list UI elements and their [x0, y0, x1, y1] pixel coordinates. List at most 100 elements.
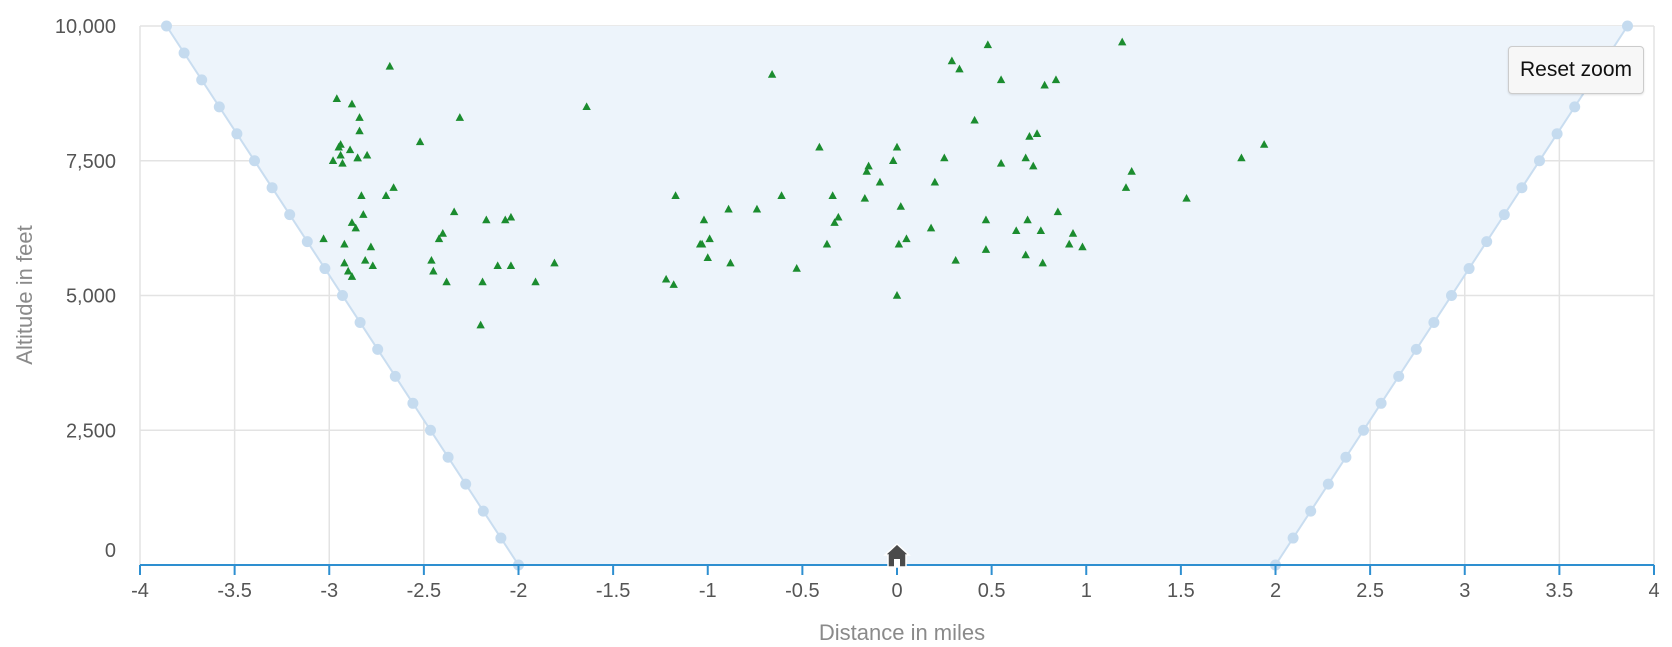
data-points[interactable]: [319, 37, 1269, 329]
data-point[interactable]: [434, 234, 444, 243]
data-point[interactable]: [697, 239, 707, 248]
data-point[interactable]: [347, 272, 357, 280]
data-point[interactable]: [1182, 193, 1191, 202]
data-point[interactable]: [996, 158, 1006, 167]
data-point[interactable]: [343, 266, 353, 275]
data-point[interactable]: [671, 191, 680, 199]
data-point[interactable]: [724, 204, 733, 213]
data-point[interactable]: [319, 234, 328, 243]
data-point[interactable]: [1032, 129, 1042, 137]
data-point[interactable]: [970, 115, 979, 124]
data-point[interactable]: [981, 245, 991, 253]
data-point[interactable]: [752, 204, 762, 213]
data-point[interactable]: [438, 229, 447, 237]
data-point[interactable]: [389, 183, 398, 191]
data-point[interactable]: [705, 234, 714, 243]
data-point[interactable]: [955, 64, 964, 73]
data-point[interactable]: [862, 167, 871, 175]
data-point[interactable]: [822, 239, 832, 248]
data-point[interactable]: [892, 291, 902, 299]
data-point[interactable]: [1040, 80, 1049, 89]
data-point[interactable]: [777, 191, 786, 199]
data-point[interactable]: [1029, 161, 1038, 170]
data-point[interactable]: [493, 261, 502, 270]
data-point[interactable]: [1038, 258, 1047, 267]
data-point[interactable]: [1051, 75, 1061, 84]
data-point[interactable]: [981, 215, 991, 224]
data-point[interactable]: [347, 99, 357, 108]
data-point[interactable]: [482, 215, 491, 224]
data-point[interactable]: [332, 94, 342, 102]
data-point[interactable]: [875, 177, 885, 186]
data-point[interactable]: [366, 242, 376, 251]
data-point[interactable]: [478, 277, 487, 286]
data-point[interactable]: [427, 255, 436, 264]
data-point[interactable]: [385, 61, 395, 70]
data-point[interactable]: [1021, 250, 1030, 259]
data-point[interactable]: [359, 210, 368, 218]
data-point[interactable]: [767, 70, 777, 78]
data-point[interactable]: [415, 137, 425, 146]
data-point[interactable]: [726, 258, 735, 267]
data-point[interactable]: [449, 207, 459, 216]
data-point[interactable]: [476, 320, 485, 329]
data-point[interactable]: [1068, 229, 1078, 237]
data-point[interactable]: [830, 218, 839, 226]
data-point[interactable]: [355, 113, 364, 121]
data-point[interactable]: [860, 193, 870, 202]
data-point[interactable]: [345, 145, 355, 154]
data-point[interactable]: [1053, 207, 1063, 216]
data-point[interactable]: [1118, 37, 1127, 46]
data-point[interactable]: [1023, 215, 1032, 224]
data-point[interactable]: [894, 239, 904, 248]
data-point[interactable]: [355, 126, 364, 135]
data-point[interactable]: [353, 153, 362, 162]
data-point[interactable]: [455, 113, 465, 121]
data-point[interactable]: [703, 253, 712, 261]
data-point[interactable]: [1078, 242, 1087, 251]
data-point[interactable]: [889, 156, 898, 164]
data-point[interactable]: [340, 258, 349, 267]
data-point[interactable]: [828, 191, 837, 199]
data-point[interactable]: [338, 158, 347, 167]
data-point[interactable]: [381, 191, 391, 199]
data-point[interactable]: [531, 277, 540, 286]
data-point[interactable]: [940, 153, 949, 162]
data-point[interactable]: [1121, 183, 1131, 191]
data-point[interactable]: [815, 142, 824, 151]
data-point[interactable]: [328, 156, 338, 164]
data-point[interactable]: [442, 277, 451, 286]
data-point[interactable]: [506, 261, 516, 270]
data-point[interactable]: [1021, 153, 1030, 162]
data-point[interactable]: [896, 202, 905, 210]
data-point[interactable]: [582, 102, 591, 111]
data-point[interactable]: [661, 274, 671, 283]
data-point[interactable]: [996, 75, 1006, 84]
data-point[interactable]: [340, 239, 349, 248]
data-point[interactable]: [361, 255, 370, 264]
data-point[interactable]: [983, 40, 993, 49]
data-point[interactable]: [930, 177, 940, 186]
data-point[interactable]: [669, 280, 678, 288]
data-point[interactable]: [1127, 167, 1136, 175]
data-point[interactable]: [351, 223, 360, 232]
data-point[interactable]: [926, 223, 936, 232]
data-point[interactable]: [699, 215, 709, 224]
data-point[interactable]: [357, 191, 366, 199]
data-point[interactable]: [892, 142, 902, 151]
data-point[interactable]: [368, 261, 377, 270]
data-point[interactable]: [1025, 131, 1034, 140]
data-point[interactable]: [951, 255, 960, 264]
data-point[interactable]: [336, 150, 345, 159]
data-point[interactable]: [1012, 226, 1021, 235]
data-point[interactable]: [336, 140, 345, 148]
data-point[interactable]: [429, 266, 438, 275]
data-point[interactable]: [1065, 239, 1074, 248]
data-point[interactable]: [1237, 153, 1246, 162]
data-point[interactable]: [1259, 140, 1269, 148]
reset-zoom-button[interactable]: Reset zoom: [1508, 46, 1644, 94]
data-point[interactable]: [347, 218, 357, 226]
data-point[interactable]: [1036, 226, 1046, 235]
data-point[interactable]: [792, 264, 801, 272]
data-point[interactable]: [947, 56, 957, 65]
